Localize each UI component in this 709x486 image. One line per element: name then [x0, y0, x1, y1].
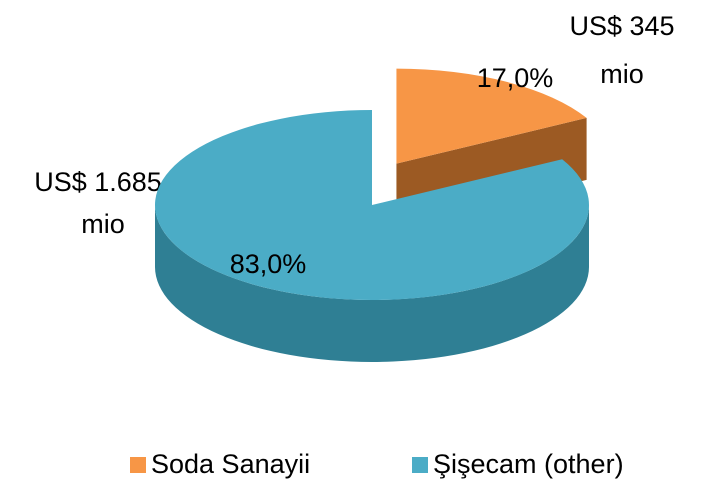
annotation: US$ 345: [569, 11, 674, 41]
slice: [396, 68, 587, 164]
annotation: US$ 1.685: [34, 167, 162, 197]
legend-swatch: [412, 457, 428, 473]
slice-side: [155, 205, 589, 362]
legend-label: Şişecam (other): [433, 449, 624, 479]
pie: [154, 68, 589, 362]
legend-swatch: [130, 457, 146, 473]
data-label: 83,0%: [230, 249, 307, 279]
annotation: mio: [600, 59, 644, 89]
data-label: 17,0%: [477, 63, 554, 93]
legend-label: Soda Sanayii: [151, 449, 310, 479]
slice: [154, 110, 589, 300]
annotation: mio: [81, 209, 125, 239]
